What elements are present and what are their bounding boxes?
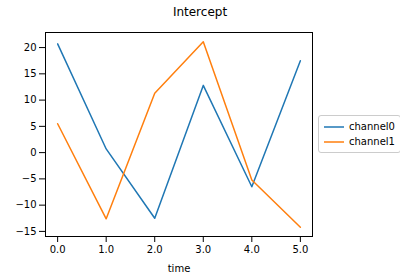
svg-text:2.0: 2.0 (147, 244, 163, 255)
svg-text:0: 0 (30, 147, 36, 158)
svg-text:20: 20 (24, 42, 37, 53)
svg-text:3.0: 3.0 (195, 244, 211, 255)
svg-text:5: 5 (30, 121, 36, 132)
svg-text:−15: −15 (15, 226, 36, 237)
svg-text:4.0: 4.0 (244, 244, 260, 255)
svg-text:10: 10 (24, 94, 37, 105)
svg-text:time: time (168, 263, 191, 274)
svg-text:15: 15 (24, 68, 37, 79)
html-text:Intercept: Intercept (172, 5, 228, 19)
svg-text:1.0: 1.0 (98, 244, 114, 255)
svg-text:5.0: 5.0 (292, 244, 308, 255)
svg-text:0.0: 0.0 (50, 244, 66, 255)
svg-text:−5: −5 (22, 173, 37, 184)
html-text:channel0: channel0 (349, 121, 395, 132)
html-text:channel1: channel1 (349, 136, 395, 147)
svg-text:−10: −10 (15, 199, 36, 210)
